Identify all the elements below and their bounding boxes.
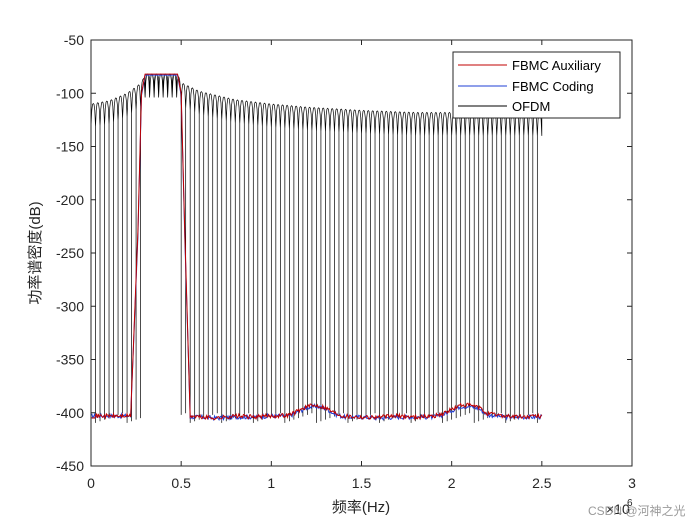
y-tick-label: -200 bbox=[56, 192, 84, 208]
y-tick-label: -400 bbox=[56, 405, 84, 421]
x-tick-label: 2 bbox=[448, 475, 456, 491]
legend-label-fbmc-coding: FBMC Coding bbox=[512, 79, 594, 94]
y-tick-label: -100 bbox=[56, 85, 84, 101]
x-tick-label: 0.5 bbox=[171, 475, 191, 491]
y-tick-label: -250 bbox=[56, 245, 84, 261]
x-exponent-power: 6 bbox=[627, 498, 633, 509]
series-line-ofdm bbox=[91, 73, 543, 423]
y-tick-label: -450 bbox=[56, 458, 84, 474]
x-tick-label: 1 bbox=[267, 475, 275, 491]
series-line-fbmc-coding bbox=[91, 74, 543, 422]
x-axis-label: 频率(Hz) bbox=[332, 499, 390, 516]
y-tick-label: -50 bbox=[64, 32, 84, 48]
x-exponent-base: ×10 bbox=[606, 501, 630, 517]
legend-label-fbmc-auxiliary: FBMC Auxiliary bbox=[512, 58, 601, 73]
x-tick-label: 0 bbox=[87, 475, 95, 491]
y-tick-label: -350 bbox=[56, 352, 84, 368]
x-tick-label: 1.5 bbox=[352, 475, 372, 491]
series-line-fbmc-auxiliary bbox=[91, 73, 543, 421]
y-tick-label: -300 bbox=[56, 298, 84, 314]
y-tick-label: -150 bbox=[56, 139, 84, 155]
x-tick-label: 2.5 bbox=[532, 475, 552, 491]
legend-box bbox=[452, 51, 621, 119]
y-axis-label: 功率谱密度(dB) bbox=[27, 201, 44, 304]
x-tick-label: 3 bbox=[628, 475, 636, 491]
watermark: CSDN @河神之光 bbox=[588, 504, 686, 518]
legend-label-ofdm: OFDM bbox=[512, 99, 550, 114]
legend: FBMC Auxiliary FBMC Coding OFDM bbox=[452, 51, 621, 119]
